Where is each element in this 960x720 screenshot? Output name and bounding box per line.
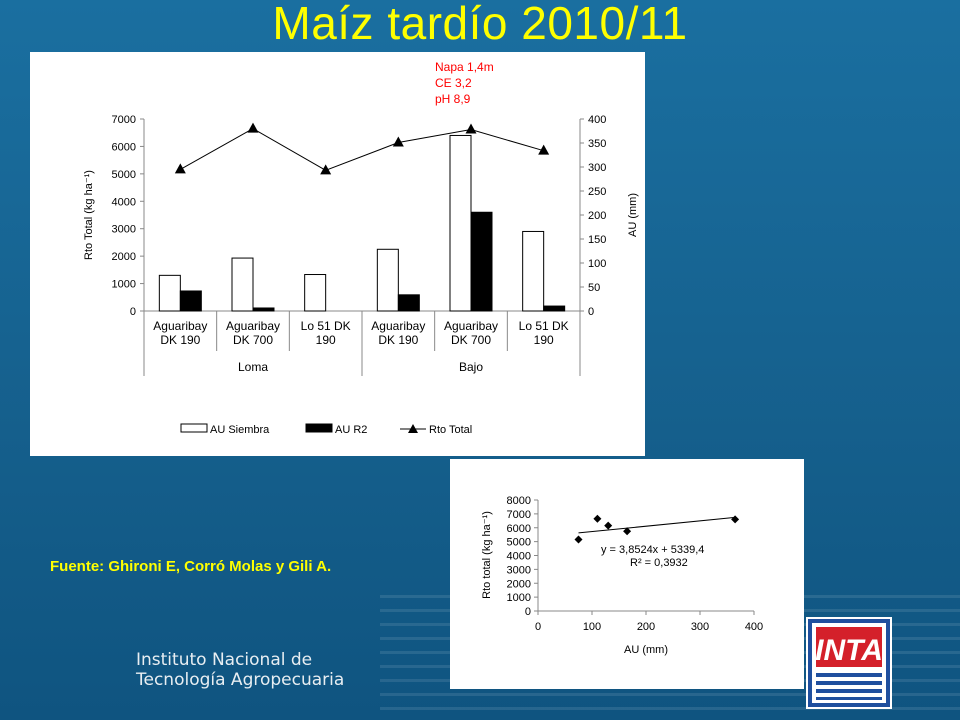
point-rto-total [538, 144, 550, 155]
slide-title: Maíz tardío 2010/11 [272, 0, 688, 49]
scatter-x-axis-label: AU (mm) [624, 644, 668, 656]
scatter-point [574, 535, 583, 544]
y-axis-label-left: Rto Total (kg ha⁻¹) [83, 170, 95, 260]
x-tick-label: DK 190 [378, 333, 418, 347]
bar-au-r2 [397, 294, 420, 312]
legend-swatch-au-r2 [305, 423, 333, 433]
main-chart-panel: Napa 1,4m CE 3,2 pH 8,9 0 1000 2000 3000 4000 50… [30, 52, 645, 456]
legend-marker-rto-total [408, 424, 418, 433]
scatter-y-axis-label: Rto total (kg ha⁻¹) [481, 511, 493, 599]
scatter-y-tick-label: 1000 [507, 592, 531, 604]
x-tick-label: Aguaribay [444, 319, 498, 333]
bar-au-siembra [231, 257, 254, 312]
point-rto-total [320, 164, 332, 175]
bar-au-siembra [449, 134, 472, 312]
y-tick-label-left: 4000 [112, 196, 136, 208]
scatter-y-tick-label: 3000 [507, 564, 531, 576]
y-tick-label-left: 2000 [112, 251, 136, 263]
scatter-trendline [578, 516, 736, 534]
bar-au-siembra [304, 274, 327, 312]
y-tick-label-right: 0 [588, 306, 594, 318]
chart-annotation: CE 3,2 [435, 76, 472, 90]
institute-line-1: Instituto Nacional de [136, 650, 313, 670]
bar-au-siembra [158, 274, 181, 312]
x-tick-label: DK 700 [233, 333, 273, 347]
scatter-y-tick-label: 7000 [507, 509, 531, 521]
scatter-point [604, 521, 613, 530]
bar-au-r2 [252, 307, 275, 312]
scatter-x-tick-label: 0 [535, 621, 541, 633]
legend-label-au-siembra: AU Siembra [210, 424, 270, 436]
y-tick-label-left: 3000 [112, 224, 136, 236]
x-tick-label: 190 [316, 333, 336, 347]
bar-au-r2 [179, 290, 202, 312]
scatter-x-tick-label: 100 [583, 621, 601, 633]
bar-au-r2 [470, 211, 493, 312]
y-tick-label-right: 250 [588, 186, 606, 198]
scatter-r2: R² = 0,3932 [630, 557, 688, 569]
scatter-point [623, 527, 632, 536]
point-rto-total [174, 163, 186, 174]
scatter-x-tick-label: 200 [637, 621, 655, 633]
scatter-equation: y = 3,8524x + 5339,4 [601, 544, 704, 556]
inta-logo: INTA [806, 617, 892, 709]
y-tick-label-left: 5000 [112, 169, 136, 181]
x-tick-label: Aguaribay [371, 319, 425, 333]
x-tick-label: Lo 51 DK [301, 319, 351, 333]
scatter-y-tick-label: 6000 [507, 523, 531, 535]
scatter-y-tick-label: 8000 [507, 495, 531, 507]
y-axis-label-right: AU (mm) [627, 193, 639, 237]
y-tick-label-right: 300 [588, 162, 606, 174]
scatter-point [731, 515, 740, 524]
x-tick-label: 190 [534, 333, 554, 347]
y-tick-label-right: 350 [588, 138, 606, 150]
y-tick-label-right: 200 [588, 210, 606, 222]
point-rto-total [465, 123, 477, 134]
scatter-chart-panel: 0 1000 2000 3000 4000 5000 6000 7000 8000 0 100 200… [450, 459, 804, 689]
y-tick-label-right: 100 [588, 258, 606, 270]
source-text: Fuente: Ghironi E, Corró Molas y Gili A. [50, 558, 332, 575]
scatter-y-tick-label: 5000 [507, 537, 531, 549]
y-tick-label-left: 0 [130, 306, 136, 318]
scatter-x-tick-label: 300 [691, 621, 709, 633]
scatter-y-tick-label: 2000 [507, 578, 531, 590]
group-label: Bajo [459, 360, 483, 374]
scatter-point [593, 514, 602, 523]
y-tick-label-right: 150 [588, 234, 606, 246]
y-tick-label-right: 50 [588, 282, 600, 294]
scatter-y-tick-label: 4000 [507, 551, 531, 563]
y-tick-label-left: 1000 [112, 279, 136, 291]
institute-line-2: Tecnología Agropecuaria [136, 670, 345, 690]
x-tick-label: Aguaribay [153, 319, 207, 333]
group-label: Loma [238, 360, 268, 374]
x-tick-label: DK 700 [451, 333, 491, 347]
x-tick-label: Aguaribay [226, 319, 280, 333]
chart-annotation: pH 8,9 [435, 92, 471, 106]
legend-label-rto-total: Rto Total [429, 424, 472, 436]
bar-au-r2 [543, 305, 566, 312]
y-tick-label-right: 400 [588, 114, 606, 126]
x-tick-label: DK 190 [160, 333, 200, 347]
logo-text: INTA [815, 634, 883, 667]
point-rto-total [392, 136, 404, 147]
y-tick-label-left: 7000 [112, 114, 136, 126]
bar-au-siembra [522, 230, 545, 312]
bar-au-siembra [376, 248, 399, 312]
scatter-y-tick-label: 0 [525, 606, 531, 618]
chart-annotation: Napa 1,4m [435, 60, 494, 74]
legend-swatch-au-siembra [180, 423, 208, 433]
x-tick-label: Lo 51 DK [519, 319, 569, 333]
line-rto-total [180, 128, 544, 171]
institute-name: Instituto Nacional de Tecnología Agropec… [136, 650, 344, 690]
y-tick-label-left: 6000 [112, 141, 136, 153]
scatter-x-tick-label: 400 [745, 621, 763, 633]
legend-label-au-r2: AU R2 [335, 424, 367, 436]
point-rto-total [247, 122, 259, 133]
